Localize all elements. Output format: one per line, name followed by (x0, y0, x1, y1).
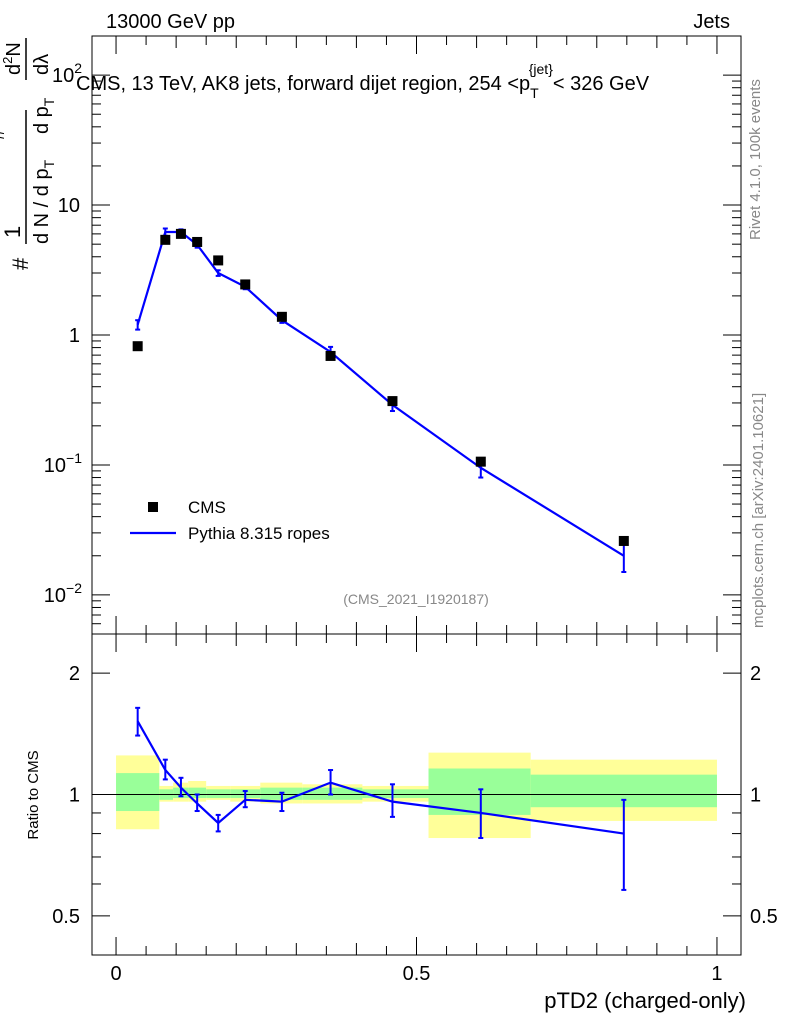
cms-point-1 (160, 234, 171, 245)
cms-point-5 (240, 279, 251, 290)
ratio-uncertainty-bands (116, 752, 717, 839)
ratio-band-green-9 (428, 768, 531, 815)
ratio-y-tick-label-right: 1 (750, 785, 761, 807)
ratio-y-tick-label-left: 0.5 (52, 906, 80, 928)
ratio-y-label: Ratio to CMS (25, 750, 42, 839)
ratio-x-tick-label: 0.5 (403, 963, 431, 985)
energy-label: 13000 GeV pp (106, 11, 235, 33)
x-axis-label: pTD2 (charged-only) (544, 988, 746, 1013)
y-axis-label: # 1 d N / d pT # d pT d2N dλ (0, 38, 57, 270)
plot-title-sup: {jet} (529, 61, 553, 77)
legend-pythia-label: Pythia 8.315 ropes (188, 524, 330, 543)
main-frame (91, 35, 742, 635)
y-label-denominator: d N / d pT (31, 159, 57, 244)
main-panel-axes: 10−2 10−1 1 10 102 (44, 35, 742, 635)
rivet-version-label: Rivet 4.1.0, 100k events (747, 79, 764, 240)
ratio-band-green-0 (116, 773, 160, 812)
y-label-hash: # (8, 257, 33, 270)
main-y-tick-label: 102 (52, 60, 82, 87)
ratio-y-tick-label-left: 2 (69, 663, 80, 685)
plot-title-sub: T (530, 85, 539, 101)
legend-cms-marker (148, 502, 158, 512)
legend-cms-label: CMS (188, 498, 226, 517)
main-y-tick-label: 1 (69, 325, 80, 347)
ratio-band-green-8 (362, 789, 429, 799)
cms-point-6 (276, 311, 287, 322)
analysis-id: (CMS_2021_I1920187) (343, 591, 489, 607)
y-label-d2n: d2N (0, 42, 25, 75)
y-label-mid-hash: # (0, 128, 9, 140)
cms-point-3 (192, 236, 203, 247)
ratio-panel-axes: 0 0.5 1 0.5 0.5 1 1 2 2 (52, 633, 778, 985)
y-label-dlambda: dλ (31, 54, 53, 75)
cms-point-4 (213, 255, 224, 266)
y-label-dpt: d pT (31, 97, 57, 134)
plot-title-main: CMS, 13 TeV, AK8 jets, forward dijet reg… (76, 73, 530, 95)
cms-point-8 (387, 396, 398, 407)
source-label: mcplots.cern.ch [arXiv:2401.10621] (750, 393, 767, 628)
ratio-band-green-4 (206, 789, 231, 799)
ratio-band-green-3 (188, 787, 207, 799)
legend: CMS Pythia 8.315 ropes (130, 498, 330, 543)
cms-point-10 (618, 535, 629, 546)
category-label: Jets (693, 11, 730, 33)
cms-point-7 (325, 350, 336, 361)
ratio-x-tick-label: 1 (711, 963, 722, 985)
main-y-tick-label: 10−2 (44, 580, 82, 607)
main-panel-series (132, 227, 629, 574)
ratio-x-tick-label: 0 (110, 963, 121, 985)
plot-title-end: < 326 GeV (553, 73, 650, 95)
ratio-y-tick-label-left: 1 (69, 785, 80, 807)
y-label-one: 1 (0, 226, 25, 238)
main-y-tick-label: 10 (58, 195, 80, 217)
cms-point-9 (475, 456, 486, 467)
cms-point-2 (175, 228, 186, 239)
ratio-y-tick-label-right: 2 (750, 663, 761, 685)
cms-point-0 (132, 341, 143, 352)
plot-title: CMS, 13 TeV, AK8 jets, forward dijet reg… (76, 61, 650, 101)
main-y-tick-label: 10−1 (44, 450, 82, 477)
ratio-y-tick-label-right: 0.5 (750, 906, 778, 928)
ratio-panel-series (135, 706, 627, 891)
